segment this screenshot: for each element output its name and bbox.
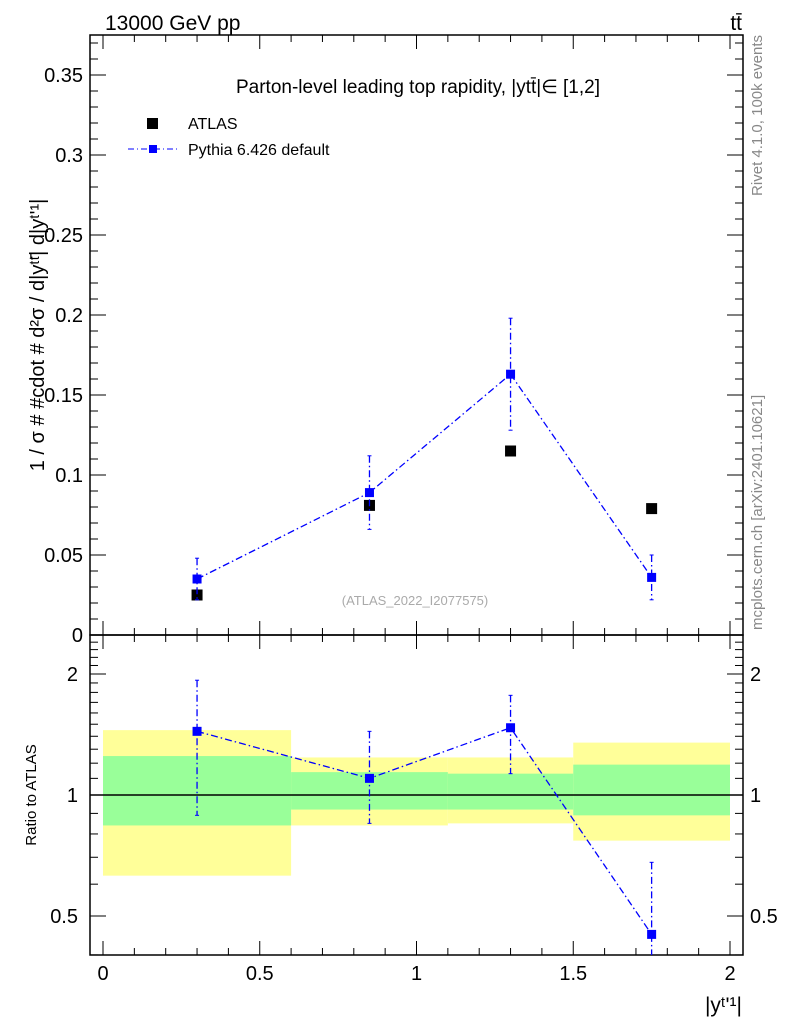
atlas-point [505,445,517,457]
y-tick-label: 0.35 [44,65,83,87]
x-tick-label: 1 [411,963,422,985]
x-tick-label: 0.5 [246,963,274,985]
atlas-point [191,589,203,601]
y-axis-label: 1 / σ # #cdot # d²σ / d|yᵗᵗ̄| d|yᵗ'¹| [27,199,49,472]
pythia-line [196,373,653,580]
ratio-y-tick-label-right: 0.5 [750,906,778,928]
pythia-point [192,574,202,584]
green-band-bin [447,773,574,810]
pythia-point [364,488,374,498]
y-tick-label: 0 [72,625,83,647]
analysis-watermark: (ATLAS_2022_I2077575) [342,593,488,608]
pythia-ratio-line [196,726,653,935]
atlas-point [646,503,658,515]
x-tick-label: 1.5 [559,963,587,985]
x-axis-label: |yᵗ'¹| [705,994,742,1017]
rivet-label: Rivet 4.1.0, 100k events [749,35,766,196]
mcplots-label: mcplots.cern.ch [arXiv:2401.10621] [749,395,766,630]
green-band-bin [573,764,730,816]
header-right: tt̄ [730,12,742,35]
legend-atlas-label: ATLAS [188,116,238,133]
ratio-y-tick-label: 0.5 [50,906,78,928]
y-tick-label: 0.1 [55,465,83,487]
ratio-y-tick-label: 1 [67,785,78,807]
ratio-y-tick-label-right: 2 [750,664,761,686]
y-tick-label: 0.05 [44,545,83,567]
ratio-axis-label: Ratio to ATLAS [23,744,40,845]
pythia-ratio-point [647,929,657,939]
pythia-point [647,572,657,582]
header-left: 13000 GeV pp [105,12,240,35]
pythia-ratio-point [364,773,374,783]
x-tick-label: 2 [724,963,735,985]
y-tick-label: 0.2 [55,305,83,327]
legend-pythia-marker [149,145,157,153]
ratio-y-tick-label: 2 [67,664,78,686]
y-tick-label: 0.25 [44,225,83,247]
y-tick-label: 0.15 [44,385,83,407]
y-tick-label: 0.3 [55,145,83,167]
pythia-ratio-point [506,723,516,733]
chart-title: Parton-level leading top rapidity, |ytt̄… [236,77,600,98]
legend-pythia-label: Pythia 6.426 default [188,142,330,159]
pythia-ratio-point [192,726,202,736]
legend: ATLAS Pythia 6.426 default [128,116,330,159]
ratio-y-tick-label-right: 1 [750,785,761,807]
x-tick-label: 0 [97,963,108,985]
legend-atlas-marker [147,118,158,129]
pythia-point [506,369,516,379]
